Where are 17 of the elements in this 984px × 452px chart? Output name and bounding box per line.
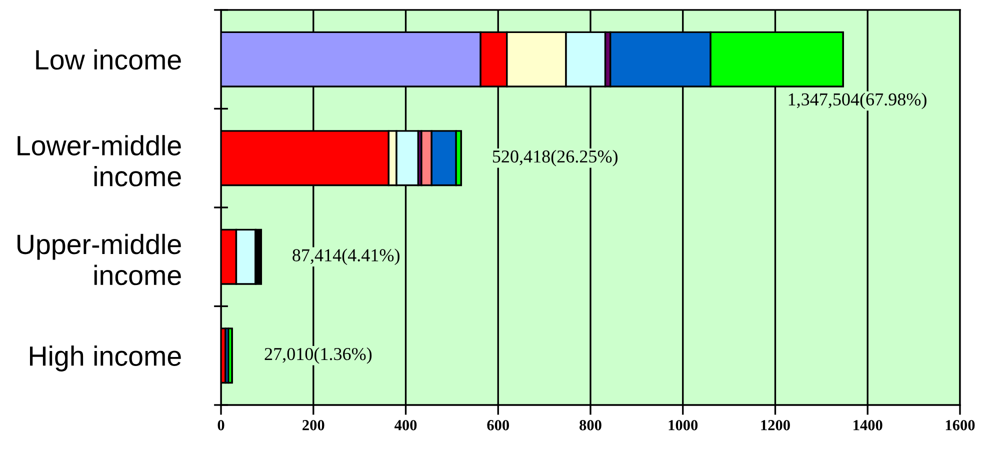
x-tick-label: 400 [394, 420, 417, 430]
annotation: 27,010(1.36%) [264, 347, 372, 364]
annotation: 520,418(26.25%) [492, 150, 618, 166]
y-tick-label: High income [30, 346, 181, 372]
x-tick-label: 800 [580, 420, 602, 430]
x-tick-label: 1200 [761, 420, 790, 430]
y-tick-label: Upper-middle income [18, 234, 181, 286]
x-tick-label: 600 [487, 420, 509, 430]
x-tick-label: 0 [218, 420, 224, 430]
x-tick-label: 1600 [946, 420, 975, 430]
annotation: 1,347,504(67.98%) [788, 92, 926, 110]
x-tick-label: 1400 [854, 420, 882, 430]
y-tick-label: Low income [36, 49, 181, 70]
annotation: 87,414(4.41%) [292, 248, 400, 266]
y-tick-label: Lower-middle income [18, 135, 181, 186]
x-tick-label: 200 [302, 420, 324, 430]
x-tick-label: 1000 [668, 420, 698, 430]
